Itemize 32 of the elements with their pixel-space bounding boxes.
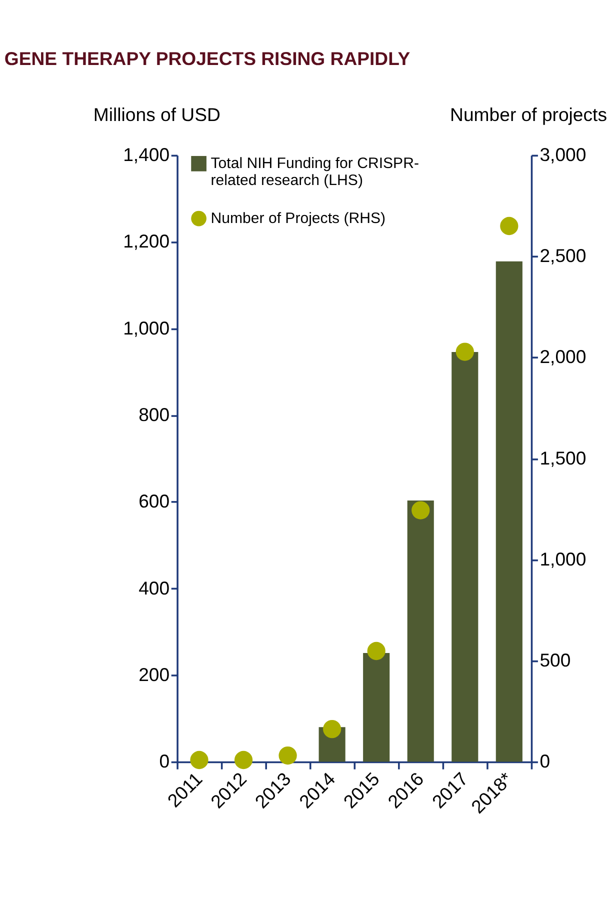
point — [190, 750, 208, 770]
chart-title: GENE THERAPY PROJECTS RISING RAPIDLY — [4, 48, 411, 69]
point — [412, 501, 430, 520]
y-tick-label: 200 — [138, 664, 170, 685]
y-tick-label: 600 — [138, 490, 170, 512]
legend-label: Total NIH Funding for CRISPR-related research (LHS) — [210, 155, 419, 189]
bar — [496, 261, 522, 762]
y-tick-label: 400 — [138, 577, 170, 598]
point — [456, 342, 474, 361]
point — [367, 642, 386, 660]
point — [278, 746, 297, 765]
bar — [363, 653, 390, 762]
bar — [452, 352, 478, 762]
point — [322, 720, 342, 738]
y2-tick-label: 0 — [540, 750, 550, 772]
bar — [407, 500, 434, 762]
y2-tick-label: 1,000 — [540, 548, 586, 570]
y-tick-label: 0 — [159, 750, 170, 772]
y-tick-label: 1,000 — [123, 317, 170, 338]
y-tick-label: 1,400 — [123, 144, 170, 165]
y-tick-label: 800 — [138, 404, 170, 425]
legend-label: Number of Projects (RHS) — [210, 210, 386, 227]
y2-tick-label: 2,500 — [540, 245, 586, 266]
point — [500, 216, 518, 236]
y2-tick-label: 3,000 — [540, 144, 586, 165]
point — [234, 750, 253, 770]
y2-tick-label: 500 — [540, 649, 571, 670]
y2-tick-label: 1,500 — [540, 447, 586, 468]
y-tick-label: 1,200 — [123, 230, 170, 252]
y2-tick-label: 2,000 — [540, 346, 586, 368]
y-axis-title: Millions of USD — [93, 104, 220, 126]
y2-axis-title: Number of projects — [450, 104, 608, 126]
